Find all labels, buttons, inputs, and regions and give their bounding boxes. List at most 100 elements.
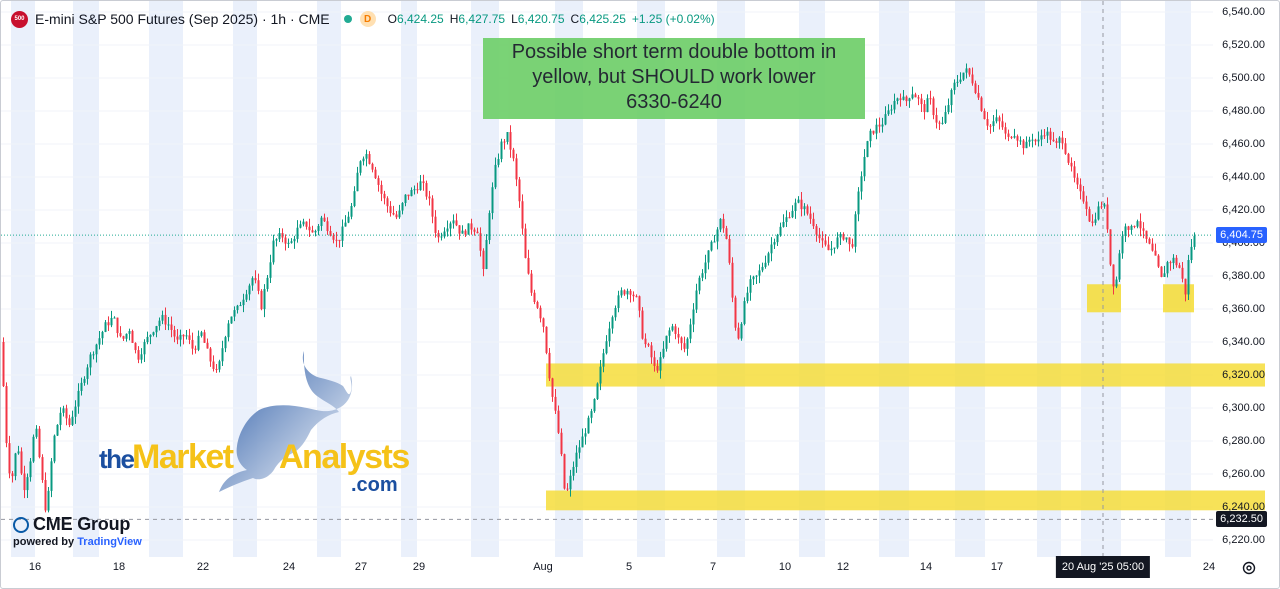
candle-body	[440, 236, 443, 238]
candle-body	[809, 213, 812, 219]
candle-body	[293, 238, 296, 242]
candle-body	[209, 348, 212, 362]
candle-body	[1046, 131, 1049, 136]
candle-body	[902, 96, 905, 100]
candle-body	[1055, 141, 1058, 143]
candle-body	[1001, 121, 1004, 128]
candle-body	[866, 141, 869, 157]
candle-body	[1118, 253, 1121, 280]
candle-body	[845, 237, 848, 240]
candle-body	[872, 130, 875, 134]
candle-body	[833, 247, 836, 249]
candle-body	[14, 453, 17, 477]
settings-gear-icon[interactable]	[1241, 560, 1257, 576]
x-tick-label: Aug	[533, 561, 553, 573]
candle-body	[374, 169, 377, 179]
candle-body	[251, 278, 254, 286]
candle-body	[248, 285, 251, 295]
powered-by-tradingview[interactable]: powered by TradingView	[13, 536, 142, 548]
candle-body	[815, 226, 818, 235]
candle-body	[377, 178, 380, 185]
candle-body	[191, 339, 194, 349]
candle-body	[1109, 229, 1112, 265]
candle-body	[716, 229, 719, 242]
candle-body	[818, 234, 821, 239]
candle-body	[884, 114, 887, 125]
candle-body	[692, 309, 695, 325]
candle-body	[836, 237, 839, 248]
candle-body	[947, 105, 950, 113]
candle-body	[1019, 140, 1022, 142]
candle-body	[164, 314, 167, 325]
candle-body	[494, 164, 497, 188]
candle-body	[728, 238, 731, 263]
candle-body	[176, 336, 179, 340]
candle-body	[107, 322, 110, 326]
candle-body	[329, 231, 332, 236]
candle-body	[1040, 135, 1043, 140]
candle-body	[686, 338, 689, 349]
candle-body	[917, 97, 920, 99]
candle-body	[788, 217, 791, 219]
candle-body	[89, 354, 92, 368]
candle-body	[278, 233, 281, 240]
candle-body	[977, 92, 980, 98]
candle-body	[596, 383, 599, 400]
x-tick-label: 17	[990, 561, 1004, 573]
candle-body	[644, 338, 647, 345]
candle-body	[152, 332, 155, 335]
candle-body	[617, 295, 620, 309]
candle-body	[659, 357, 662, 371]
y-tick-label: 6,420.00	[1222, 204, 1265, 216]
candle-body	[335, 239, 338, 241]
candle-body	[287, 242, 290, 244]
candle-body	[386, 198, 389, 207]
candle-body	[1136, 221, 1139, 227]
candle-body	[632, 294, 635, 297]
candle-body	[527, 257, 530, 274]
candle-body	[533, 292, 536, 302]
candle-body	[275, 239, 278, 241]
symbol-title[interactable]: E-mini S&P 500 Futures (Sep 2025) · 1h ·…	[35, 11, 330, 27]
candle-body	[101, 331, 104, 339]
candle-body	[1097, 206, 1100, 220]
candle-body	[1061, 137, 1064, 144]
symbol-badge[interactable]: 500	[11, 10, 28, 28]
candle-body	[518, 179, 521, 202]
annotation-line-1: Possible short term double bottom in	[511, 41, 837, 63]
candle-body	[236, 305, 239, 311]
session-band	[1037, 1, 1061, 557]
candle-body	[167, 324, 170, 326]
candle-body	[701, 273, 704, 278]
candle-body	[785, 217, 788, 223]
candle-body	[356, 172, 359, 192]
candle-body	[332, 235, 335, 240]
price-axis[interactable]: 6,540.00 6,520.00 6,500.00 6,480.00 6,460.00…	[1213, 1, 1279, 557]
annotation-box[interactable]: Possible short term double bottom in yel…	[483, 38, 865, 119]
candle-body	[1184, 278, 1187, 295]
y-tick-label: 6,520.00	[1222, 39, 1265, 51]
candle-body	[392, 213, 395, 215]
candle-body	[1187, 260, 1190, 295]
candle-body	[458, 225, 461, 234]
candle-body	[371, 163, 374, 170]
candle-body	[404, 194, 407, 203]
candle-body	[515, 158, 518, 180]
candle-body	[770, 244, 773, 254]
candle-body	[839, 234, 842, 238]
session-band	[401, 1, 417, 557]
dividend-badge[interactable]: D	[359, 11, 376, 27]
x-tick-label: 18	[112, 561, 126, 573]
candle-body	[239, 305, 242, 307]
candle-body	[554, 396, 557, 411]
candle-body	[725, 228, 728, 239]
candle-body	[230, 316, 233, 324]
candle-body	[1124, 226, 1127, 237]
candle-body	[857, 191, 860, 215]
cme-group-logo: CME Group	[13, 514, 130, 535]
candle-body	[350, 206, 353, 217]
candle-body	[602, 353, 605, 367]
candle-body	[1076, 177, 1079, 185]
candle-body	[65, 408, 68, 419]
y-tick-label: 6,240.00	[1222, 501, 1265, 513]
